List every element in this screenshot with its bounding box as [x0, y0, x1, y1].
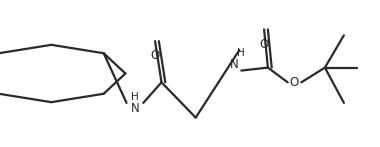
- Text: O: O: [290, 76, 299, 89]
- Text: H: H: [131, 92, 139, 102]
- Text: N: N: [130, 102, 139, 115]
- Text: O: O: [150, 49, 160, 62]
- Text: H: H: [238, 48, 245, 58]
- Text: O: O: [260, 38, 269, 51]
- Text: N: N: [230, 58, 239, 71]
